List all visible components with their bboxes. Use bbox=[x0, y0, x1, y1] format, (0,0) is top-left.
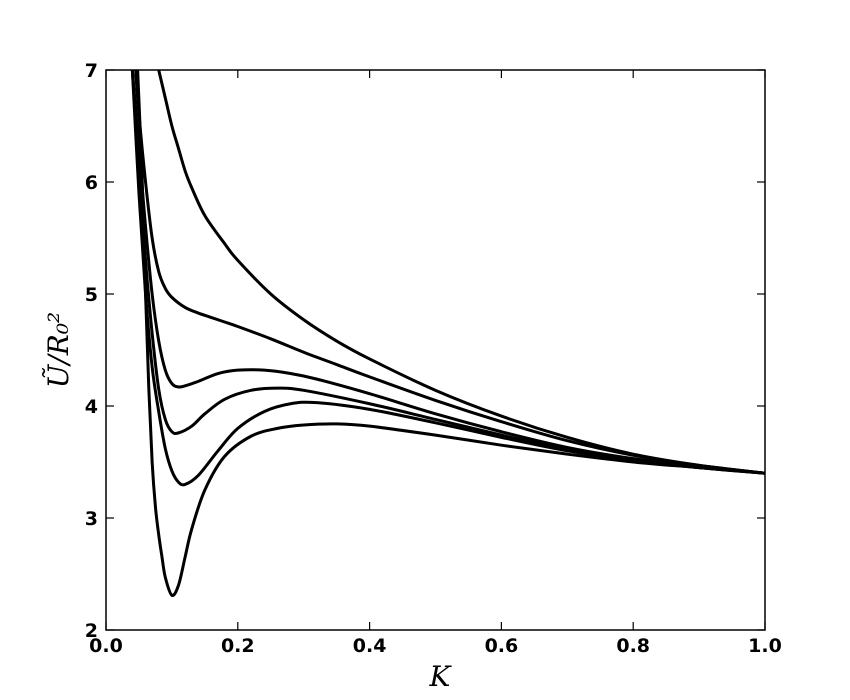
x-tick-label: 0.4 bbox=[353, 635, 387, 657]
series-line-3 bbox=[130, 70, 765, 475]
x-axis-label: K bbox=[429, 660, 453, 693]
x-tick-label: 0.8 bbox=[616, 635, 650, 657]
y-tick-label: 6 bbox=[85, 172, 98, 194]
y-tick-label: 2 bbox=[85, 620, 98, 642]
y-tick-label: 7 bbox=[85, 60, 98, 82]
series-line-4 bbox=[130, 70, 765, 475]
y-tick-label: 4 bbox=[85, 396, 98, 418]
x-tick-label: 1.0 bbox=[748, 635, 782, 657]
y-axis-label: Ũ/R₀² bbox=[42, 312, 75, 389]
series-line-5 bbox=[134, 70, 765, 475]
x-tick-label: 0.2 bbox=[221, 635, 255, 657]
series-line-6 bbox=[157, 70, 765, 475]
ticks-group: 0.0 0.2 0.4 0.6 0.8 1.0 2 3 4 5 6 7 bbox=[85, 60, 782, 657]
y-tick-label: 3 bbox=[85, 508, 98, 530]
x-tick-label: 0.6 bbox=[485, 635, 519, 657]
x-tick-label: 0.0 bbox=[89, 635, 123, 657]
curves-group bbox=[130, 70, 765, 597]
series-line-1 bbox=[136, 70, 765, 597]
plot-frame bbox=[105, 69, 766, 631]
y-tick-label: 5 bbox=[85, 284, 98, 306]
